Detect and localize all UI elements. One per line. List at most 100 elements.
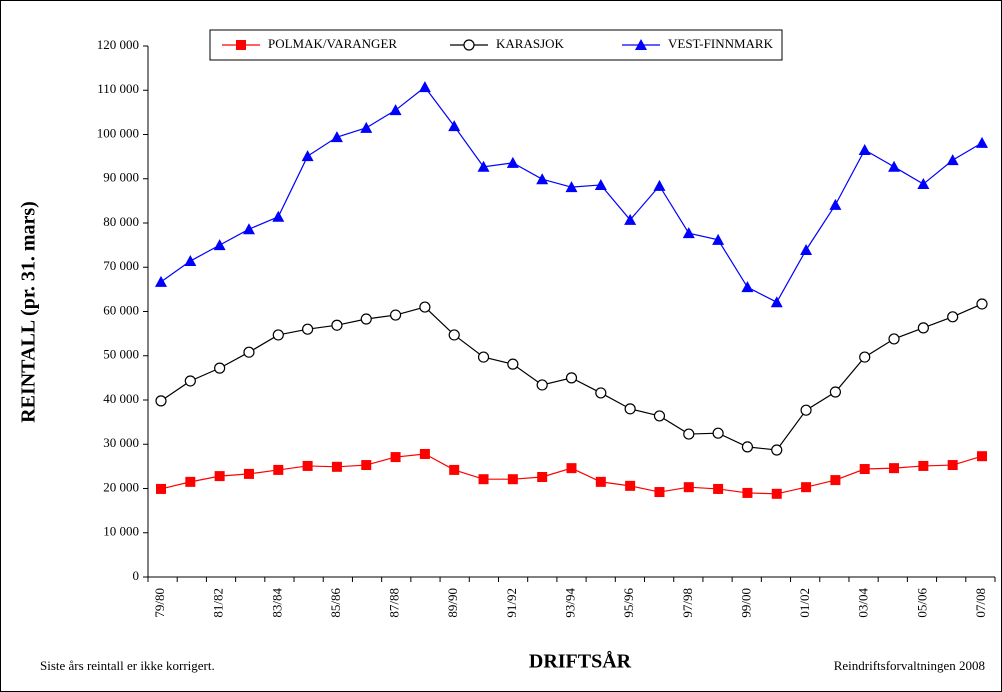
x-tick-label: 07/08 [973,588,988,618]
marker [156,483,166,494]
marker [771,444,783,456]
marker [859,464,870,475]
marker [653,179,666,191]
y-tick-label: 90 000 [103,170,139,185]
marker [917,322,929,334]
x-tick-label: 01/02 [797,588,812,618]
marker [683,482,694,493]
marker [272,329,284,341]
marker [506,156,519,168]
marker [859,351,871,363]
marker [477,160,490,172]
marker [858,143,871,155]
marker [654,487,665,498]
marker [302,323,314,335]
y-tick-label: 110 000 [97,81,139,96]
footnote: Siste års reintall er ikke korrigert. [40,658,215,673]
marker [889,463,900,474]
marker [389,104,402,116]
marker [635,39,647,50]
marker [448,120,461,132]
source-note: Reindriftsforvaltningen 2008 [834,658,985,673]
y-axis-label: REINTALL (pr. 31. mars) [18,201,40,423]
marker [830,475,841,486]
y-tick-label: 50 000 [103,347,139,362]
marker [594,178,607,190]
x-tick-label: 83/84 [269,588,284,618]
marker [741,441,754,453]
y-tick-label: 20 000 [103,479,139,494]
marker [155,275,167,287]
marker [507,358,519,370]
marker [360,121,373,133]
y-tick-label: 0 [133,568,140,583]
marker [243,346,255,358]
x-tick-label: 99/00 [738,588,753,618]
x-tick-label: 87/88 [387,588,402,618]
marker [947,311,959,323]
marker [507,474,518,485]
y-tick-label: 120 000 [97,37,139,52]
x-tick-label: 89/90 [445,588,460,618]
marker [536,379,548,391]
marker [888,333,900,345]
marker [566,463,577,474]
marker [624,403,636,415]
y-tick-label: 80 000 [103,214,139,229]
legend-label: KARASJOK [496,36,565,51]
x-axis-label: DRIFTSÅR [529,650,632,673]
marker [418,81,431,93]
marker [712,233,725,245]
marker [771,488,782,499]
marker [243,468,254,479]
marker [448,329,460,341]
marker [331,319,343,331]
marker [419,448,430,459]
marker [653,410,666,422]
marker [595,476,606,487]
y-tick-label: 60 000 [103,302,139,317]
marker [682,227,695,239]
series [155,81,988,308]
marker [800,243,813,255]
marker [537,471,548,482]
marker [712,427,724,439]
x-tick-label: 03/04 [856,588,871,618]
marker [242,223,255,235]
marker [917,178,930,190]
marker [976,136,988,148]
marker [463,39,475,51]
marker [946,154,959,166]
legend-label: POLMAK/VARANGER [268,36,397,51]
marker [829,198,842,210]
marker [770,296,783,308]
marker [800,404,812,416]
marker [184,375,196,387]
series [156,448,987,499]
marker [829,386,841,398]
x-tick-label: 93/94 [562,588,577,618]
marker [888,160,901,172]
marker [155,395,167,407]
marker [741,281,754,293]
marker [301,150,314,162]
marker [330,131,343,143]
x-tick-label: 05/06 [914,588,929,618]
marker [801,482,812,493]
x-tick-label: 81/82 [211,588,226,618]
legend: POLMAK/VARANGER KARASJOK VEST-FINNMARK [209,29,783,61]
marker [918,460,929,471]
marker [213,239,226,251]
legend-label: VEST-FINNMARK [668,36,774,51]
marker [272,210,285,222]
marker [976,298,988,310]
marker [625,480,636,491]
marker [302,460,313,471]
marker [331,461,342,472]
marker [624,213,637,225]
marker [449,464,460,475]
y-tick-label: 100 000 [97,125,139,140]
marker [214,471,225,482]
marker [683,428,695,440]
